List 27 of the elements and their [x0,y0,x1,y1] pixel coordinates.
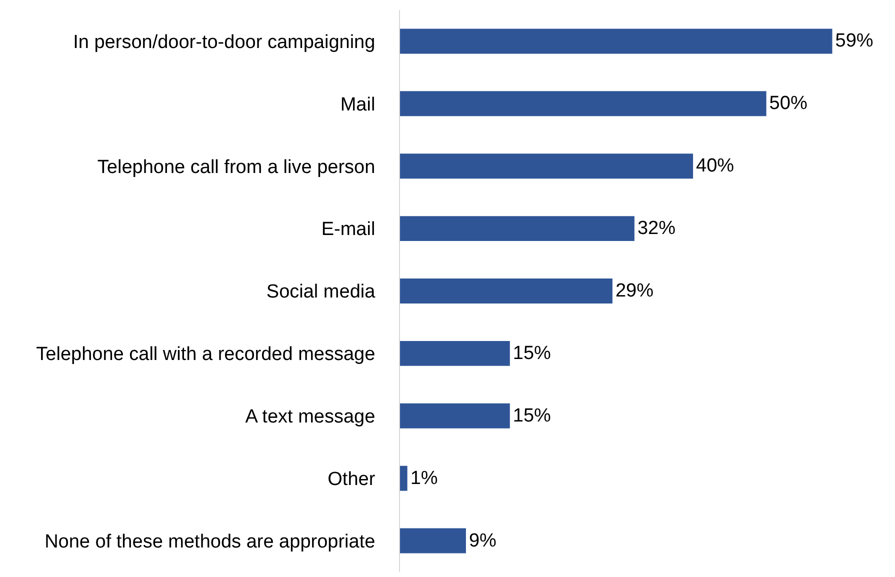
y-tick-label: In person/door-to-door campaigning [73,32,376,53]
y-tick-label: A text message [245,406,376,428]
bar [400,528,466,554]
bar [400,278,612,304]
data-label: 40% [696,156,734,177]
y-tick-label: E-mail [321,219,376,240]
y-tick-label: Telephone call from a live person [97,156,376,178]
data-label: 15% [512,405,552,426]
y-tick-label: Mail [340,94,376,116]
data-label: 29% [615,280,654,302]
bar [400,216,634,242]
y-tick-label: Telephone call with a recorded message [36,344,376,366]
bar [400,91,766,116]
data-label: 9% [468,530,497,552]
y-tick-label: Other [328,468,376,490]
data-label: 59% [835,30,874,52]
data-label: 1% [410,468,438,489]
bar [400,403,510,428]
bar [400,154,694,179]
data-label: 50% [769,93,808,114]
bar [400,466,408,491]
data-label: 32% [637,218,676,240]
bar [400,28,832,54]
data-label: 15% [512,342,552,364]
y-tick-label: Social media [266,282,376,303]
bar [400,340,510,366]
y-tick-label: None of these methods are appropriate [44,531,376,552]
